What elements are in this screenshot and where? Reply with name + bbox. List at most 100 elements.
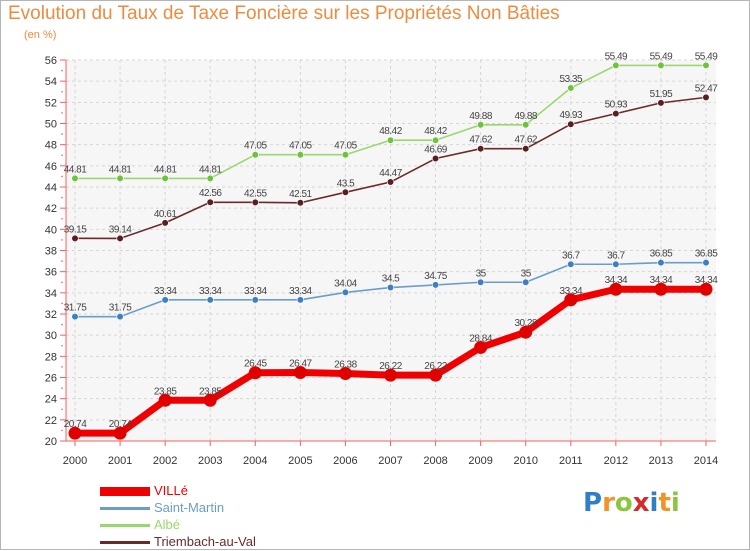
data-label: 47.05	[334, 141, 357, 152]
x-tick-label: 2002	[153, 455, 177, 467]
data-point	[293, 366, 307, 380]
data-point	[384, 368, 397, 382]
data-point	[206, 174, 214, 183]
data-point	[341, 288, 350, 297]
data-point	[341, 188, 350, 196]
data-point	[161, 296, 169, 304]
y-minor-tick	[61, 408, 63, 411]
data-point	[474, 340, 488, 354]
data-point	[251, 296, 259, 304]
y-tick-label: 50	[45, 119, 57, 131]
data-point	[702, 61, 710, 69]
data-label: 26.45	[244, 359, 267, 370]
x-tick-label: 2007	[378, 455, 402, 467]
data-point	[657, 61, 665, 69]
data-label: 55.49	[650, 51, 673, 62]
data-label: 34.34	[650, 275, 673, 286]
data-point	[386, 136, 395, 144]
data-point	[609, 282, 623, 296]
data-label: 55.49	[605, 51, 628, 62]
data-point	[161, 174, 169, 183]
data-label: 23.85	[199, 386, 222, 397]
x-tick-label: 2010	[513, 455, 537, 467]
data-point	[338, 366, 352, 380]
logo-letter: r	[602, 488, 615, 518]
y-tick-label: 48	[45, 140, 57, 152]
data-label: 39.15	[64, 224, 87, 235]
data-label: 33.34	[560, 286, 583, 297]
logo-letter: P	[583, 488, 603, 518]
data-label: 20.74	[64, 419, 87, 430]
data-label: 34.5	[382, 274, 400, 285]
legend-swatch	[100, 507, 150, 510]
data-label: 36.7	[562, 250, 580, 261]
data-label: 35	[521, 268, 532, 279]
legend-swatch	[100, 487, 150, 496]
data-label: 35	[476, 268, 487, 279]
data-label: 47.62	[469, 135, 492, 146]
data-point	[612, 110, 620, 118]
data-point	[116, 313, 124, 321]
y-minor-tick	[61, 239, 63, 241]
data-label: 49.93	[560, 110, 583, 121]
data-label: 26.38	[334, 359, 357, 370]
y-minor-tick	[61, 302, 63, 305]
x-tick-label: 2000	[63, 455, 87, 467]
data-point	[519, 325, 533, 339]
data-label: 36.85	[650, 249, 673, 260]
data-label: 52.47	[695, 83, 718, 94]
x-tick-label: 2004	[243, 455, 267, 467]
y-tick-label: 38	[45, 246, 57, 258]
data-label: 47.05	[289, 141, 312, 152]
data-label: 55.49	[695, 51, 718, 62]
x-tick-label: 2014	[694, 455, 718, 467]
y-tick-label: 40	[45, 224, 57, 236]
data-point	[567, 260, 575, 268]
logo-letter: o	[614, 488, 633, 518]
y-tick-label: 24	[45, 394, 57, 406]
data-point	[386, 283, 395, 292]
data-label: 47.62	[514, 135, 537, 146]
data-point	[429, 368, 443, 382]
data-label: 50.93	[605, 100, 628, 111]
y-minor-tick	[61, 196, 63, 199]
y-tick-label: 36	[45, 267, 57, 279]
y-tick-label: 44	[45, 182, 57, 194]
data-point	[71, 313, 79, 321]
data-label: 34.34	[695, 275, 718, 286]
data-label: 23.85	[154, 386, 177, 397]
y-minor-tick	[61, 260, 63, 262]
y-tick-label: 46	[45, 161, 57, 173]
proxiti-logo: Proxiti	[583, 488, 680, 518]
data-point	[431, 136, 440, 144]
x-tick-label: 2006	[333, 455, 357, 467]
data-label: 30.28	[514, 318, 537, 329]
y-tick-label: 30	[45, 330, 57, 342]
data-label: 51.95	[650, 89, 673, 100]
unit-label: (en %)	[24, 29, 57, 41]
x-tick-label: 2009	[468, 455, 492, 467]
x-tick-label: 2011	[559, 455, 583, 467]
data-point	[612, 61, 620, 69]
data-label: 44.81	[109, 164, 132, 175]
data-point	[477, 121, 485, 129]
data-label: 39.14	[109, 224, 132, 235]
data-label: 28.84	[469, 333, 492, 344]
data-label: 49.88	[514, 111, 537, 122]
data-point	[654, 282, 668, 296]
x-tick-label: 2003	[198, 455, 222, 467]
data-point	[431, 281, 440, 289]
data-point	[657, 259, 665, 267]
y-minor-tick	[61, 323, 63, 326]
data-label: 44.47	[379, 168, 402, 179]
data-label: 20.74	[109, 419, 132, 430]
data-point	[702, 259, 710, 267]
data-point	[612, 260, 620, 268]
x-tick-label: 2001	[108, 455, 132, 467]
data-labels: 20.74 20.74 23.85 23.85 26.45 26.47 26.38 26.22…	[64, 51, 719, 430]
data-label: 42.55	[244, 188, 267, 199]
data-label: 26.22	[424, 361, 447, 372]
y-tick-label: 54	[45, 76, 57, 88]
x-tick-label: 2005	[288, 455, 312, 467]
data-point	[251, 198, 259, 206]
